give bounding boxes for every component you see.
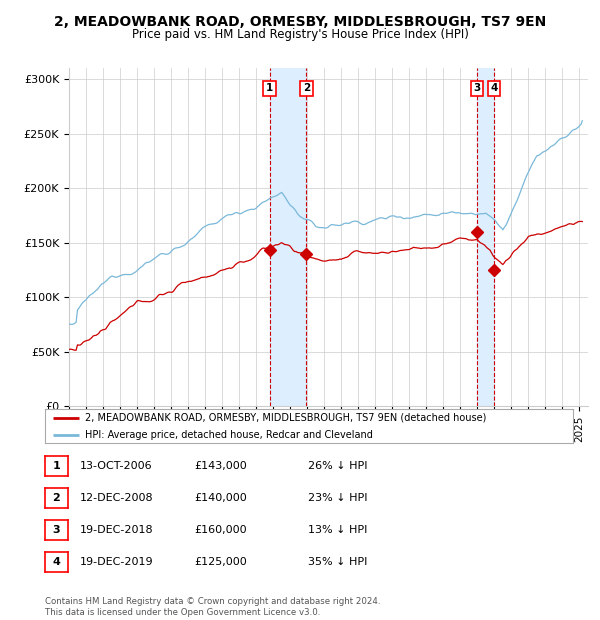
Text: 3: 3 (473, 84, 481, 94)
Text: £140,000: £140,000 (194, 493, 247, 503)
Text: HPI: Average price, detached house, Redcar and Cleveland: HPI: Average price, detached house, Redc… (85, 430, 373, 440)
Text: 2, MEADOWBANK ROAD, ORMESBY, MIDDLESBROUGH, TS7 9EN (detached house): 2, MEADOWBANK ROAD, ORMESBY, MIDDLESBROU… (85, 413, 486, 423)
Text: 35% ↓ HPI: 35% ↓ HPI (308, 557, 367, 567)
Text: £143,000: £143,000 (194, 461, 247, 471)
Text: 3: 3 (53, 525, 60, 535)
Text: 23% ↓ HPI: 23% ↓ HPI (308, 493, 367, 503)
Text: 19-DEC-2019: 19-DEC-2019 (80, 557, 154, 567)
Text: £160,000: £160,000 (194, 525, 247, 535)
Text: Price paid vs. HM Land Registry's House Price Index (HPI): Price paid vs. HM Land Registry's House … (131, 28, 469, 41)
Text: 26% ↓ HPI: 26% ↓ HPI (308, 461, 367, 471)
Text: 1: 1 (53, 461, 60, 471)
Text: 1: 1 (266, 84, 273, 94)
Text: 19-DEC-2018: 19-DEC-2018 (80, 525, 154, 535)
Text: 2, MEADOWBANK ROAD, ORMESBY, MIDDLESBROUGH, TS7 9EN: 2, MEADOWBANK ROAD, ORMESBY, MIDDLESBROU… (54, 16, 546, 30)
Text: 2: 2 (303, 84, 310, 94)
Text: 4: 4 (490, 84, 497, 94)
Text: Contains HM Land Registry data © Crown copyright and database right 2024.
This d: Contains HM Land Registry data © Crown c… (45, 598, 380, 617)
Text: 13-OCT-2006: 13-OCT-2006 (80, 461, 152, 471)
Text: 12-DEC-2008: 12-DEC-2008 (80, 493, 154, 503)
Text: 13% ↓ HPI: 13% ↓ HPI (308, 525, 367, 535)
Bar (477, 68, 494, 406)
Bar (269, 68, 307, 406)
Text: 2: 2 (53, 493, 60, 503)
Text: £125,000: £125,000 (194, 557, 247, 567)
Text: 4: 4 (52, 557, 61, 567)
